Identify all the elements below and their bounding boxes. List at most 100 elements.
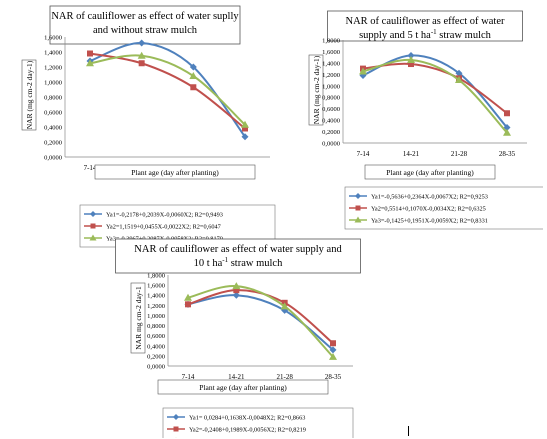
data-point-square xyxy=(138,60,145,67)
y-axis-label-text: NAR (mg cm-2 day-1) xyxy=(312,55,321,124)
data-point-triangle xyxy=(137,51,146,59)
chart-title-line: NAR of cauliflower as effect of water xyxy=(346,16,505,27)
y-tick-label: 1,4000 xyxy=(147,293,165,300)
x-tick-label: 14-21 xyxy=(228,373,245,381)
y-axis-label-box xyxy=(130,282,146,354)
data-point-triangle xyxy=(455,76,463,84)
x-axis-label-box xyxy=(157,379,329,395)
x-axis-label-box xyxy=(364,164,496,180)
chart-title-line: 10 t ha-1 straw mulch xyxy=(194,256,283,269)
x-axis-label-box xyxy=(94,164,256,180)
y-tick-label: 0,0000 xyxy=(147,364,165,371)
x-tick-label: 28-35 xyxy=(499,150,516,158)
y-tick-label: 0,2000 xyxy=(322,129,340,136)
y-tick-label: 0,4000 xyxy=(322,118,340,125)
y-tick-label: 1,2000 xyxy=(322,72,340,79)
series-line-2 xyxy=(89,52,246,130)
x-tick-label: 21-28 xyxy=(276,373,293,381)
x-axis-label: Plant age (day after planting) xyxy=(199,383,287,392)
legend-marker-diamond xyxy=(355,193,361,199)
legend-marker-diamond xyxy=(173,414,179,420)
legend-entry-label: Ya2=1,1519+0,0455X-0,0022X2; R2=0,6047 xyxy=(106,224,221,231)
data-point-diamond xyxy=(138,39,146,47)
y-tick-label: 0,8000 xyxy=(147,323,165,330)
chart-title-box xyxy=(327,10,523,42)
y-axis-label: NAR (mg cm-2 day-1) xyxy=(308,54,324,126)
data-point-triangle xyxy=(359,67,367,75)
data-point-square xyxy=(190,84,197,91)
y-tick-label: 1,6000 xyxy=(44,35,62,42)
chart-3: NAR of cauliflower as effect of water su… xyxy=(115,238,361,438)
x-tick-label: 14-21 xyxy=(403,150,420,158)
chart-title-line: NAR of cauliflower as effect of water su… xyxy=(51,11,239,22)
data-point-triangle xyxy=(86,59,94,67)
legend-entry-label: Ya2=0,5514+0,1070X-0,0034X2; R2=0,6325 xyxy=(371,206,486,213)
data-point-square xyxy=(87,50,93,57)
y-tick-label: 0,6000 xyxy=(44,110,62,117)
y-tick-label: 0,4000 xyxy=(147,343,165,350)
legend-box xyxy=(344,186,543,230)
legend-box xyxy=(162,407,354,438)
chart-2: NAR of cauliflower as effect of watersup… xyxy=(308,10,543,230)
y-tick-label: 0,0000 xyxy=(44,155,62,162)
legend-marker-square xyxy=(173,426,179,432)
legend-marker-triangle xyxy=(354,216,362,223)
legend-marker-square xyxy=(90,223,96,229)
data-point-triangle xyxy=(503,128,511,136)
x-axis-label: Plant age (day after planting) xyxy=(386,168,474,177)
y-tick-label: 1,6000 xyxy=(322,49,340,56)
x-tick-label: 21-28 xyxy=(451,150,468,158)
x-tick-label: 7-14 xyxy=(182,373,195,381)
y-tick-label: 1,0000 xyxy=(322,83,340,90)
y-tick-label: 1,8000 xyxy=(322,38,340,45)
y-tick-label: 0,0000 xyxy=(322,141,340,148)
chart-title-line: and without straw mulch xyxy=(93,25,198,36)
y-tick-label: 0,6000 xyxy=(322,106,340,113)
y-axis-label: NAR mg cm-2 day-1 xyxy=(130,282,146,354)
data-point-diamond xyxy=(329,346,337,354)
y-tick-label: 1,2000 xyxy=(147,303,165,310)
y-tick-label: 1,4000 xyxy=(322,60,340,67)
series-line-3 xyxy=(187,285,334,358)
data-point-square xyxy=(504,110,510,117)
y-tick-label: 0,6000 xyxy=(147,333,165,340)
data-point-triangle xyxy=(189,72,198,79)
x-tick-label: 7-14 xyxy=(357,150,370,158)
data-point-square xyxy=(408,61,414,68)
legend-entry-label: Ya1= 0,0284+0,1638X-0,0048X2; R2=0,8663 xyxy=(189,415,305,422)
y-axis-label-text: NAR mg cm-2 day-1 xyxy=(134,286,143,350)
data-point-triangle xyxy=(232,282,241,290)
y-tick-label: 0,4000 xyxy=(44,125,62,132)
data-point-square xyxy=(233,287,240,294)
legend-marker-triangle xyxy=(175,437,177,438)
series-line-3 xyxy=(362,59,508,134)
data-point-triangle xyxy=(280,302,289,310)
legend-marker-square xyxy=(355,205,361,211)
data-point-triangle xyxy=(329,352,337,360)
data-point-triangle xyxy=(241,120,249,128)
y-tick-label: 0,2000 xyxy=(44,140,62,147)
y-axis-label-box xyxy=(308,54,324,126)
y-tick-label: 1,0000 xyxy=(44,80,62,87)
data-point-square xyxy=(185,301,191,308)
y-axis-label: NAR (mg cm-2 day-1) xyxy=(21,59,37,131)
y-tick-label: 1,2000 xyxy=(44,65,62,72)
chart-title-box xyxy=(49,5,241,45)
x-tick-label: 7-14 xyxy=(84,164,97,172)
series-line-1 xyxy=(187,294,334,351)
y-axis-label-box xyxy=(21,59,37,131)
y-axis-label-text: NAR (mg cm-2 day-1) xyxy=(25,60,34,129)
chart-title-box xyxy=(115,238,361,274)
x-axis-label: Plant age (day after planting) xyxy=(131,168,219,177)
data-point-diamond xyxy=(189,63,197,71)
legend-entry-label: Ya2=-0,2408+0,1989X-0,0056X2; R2=0,8219 xyxy=(189,427,306,434)
y-tick-label: 0,2000 xyxy=(147,353,165,360)
y-tick-label: 0,8000 xyxy=(44,95,62,102)
chart-title-line: supply and 5 t ha-1 straw mulch xyxy=(359,28,492,41)
legend-entry-label: Ya3=-0,1425+0,1951X-0,0059X2; R2=0,8331 xyxy=(371,218,488,225)
y-tick-label: 1,8000 xyxy=(147,273,165,280)
chart-title-line: NAR of cauliflower as effect of water su… xyxy=(134,244,342,255)
legend-entry-label: Ya1=-0,2178+0,2039X-0,0060X2; R2=0,9493 xyxy=(106,212,223,219)
data-point-diamond xyxy=(407,51,415,59)
x-tick-label: 28-35 xyxy=(325,373,342,381)
